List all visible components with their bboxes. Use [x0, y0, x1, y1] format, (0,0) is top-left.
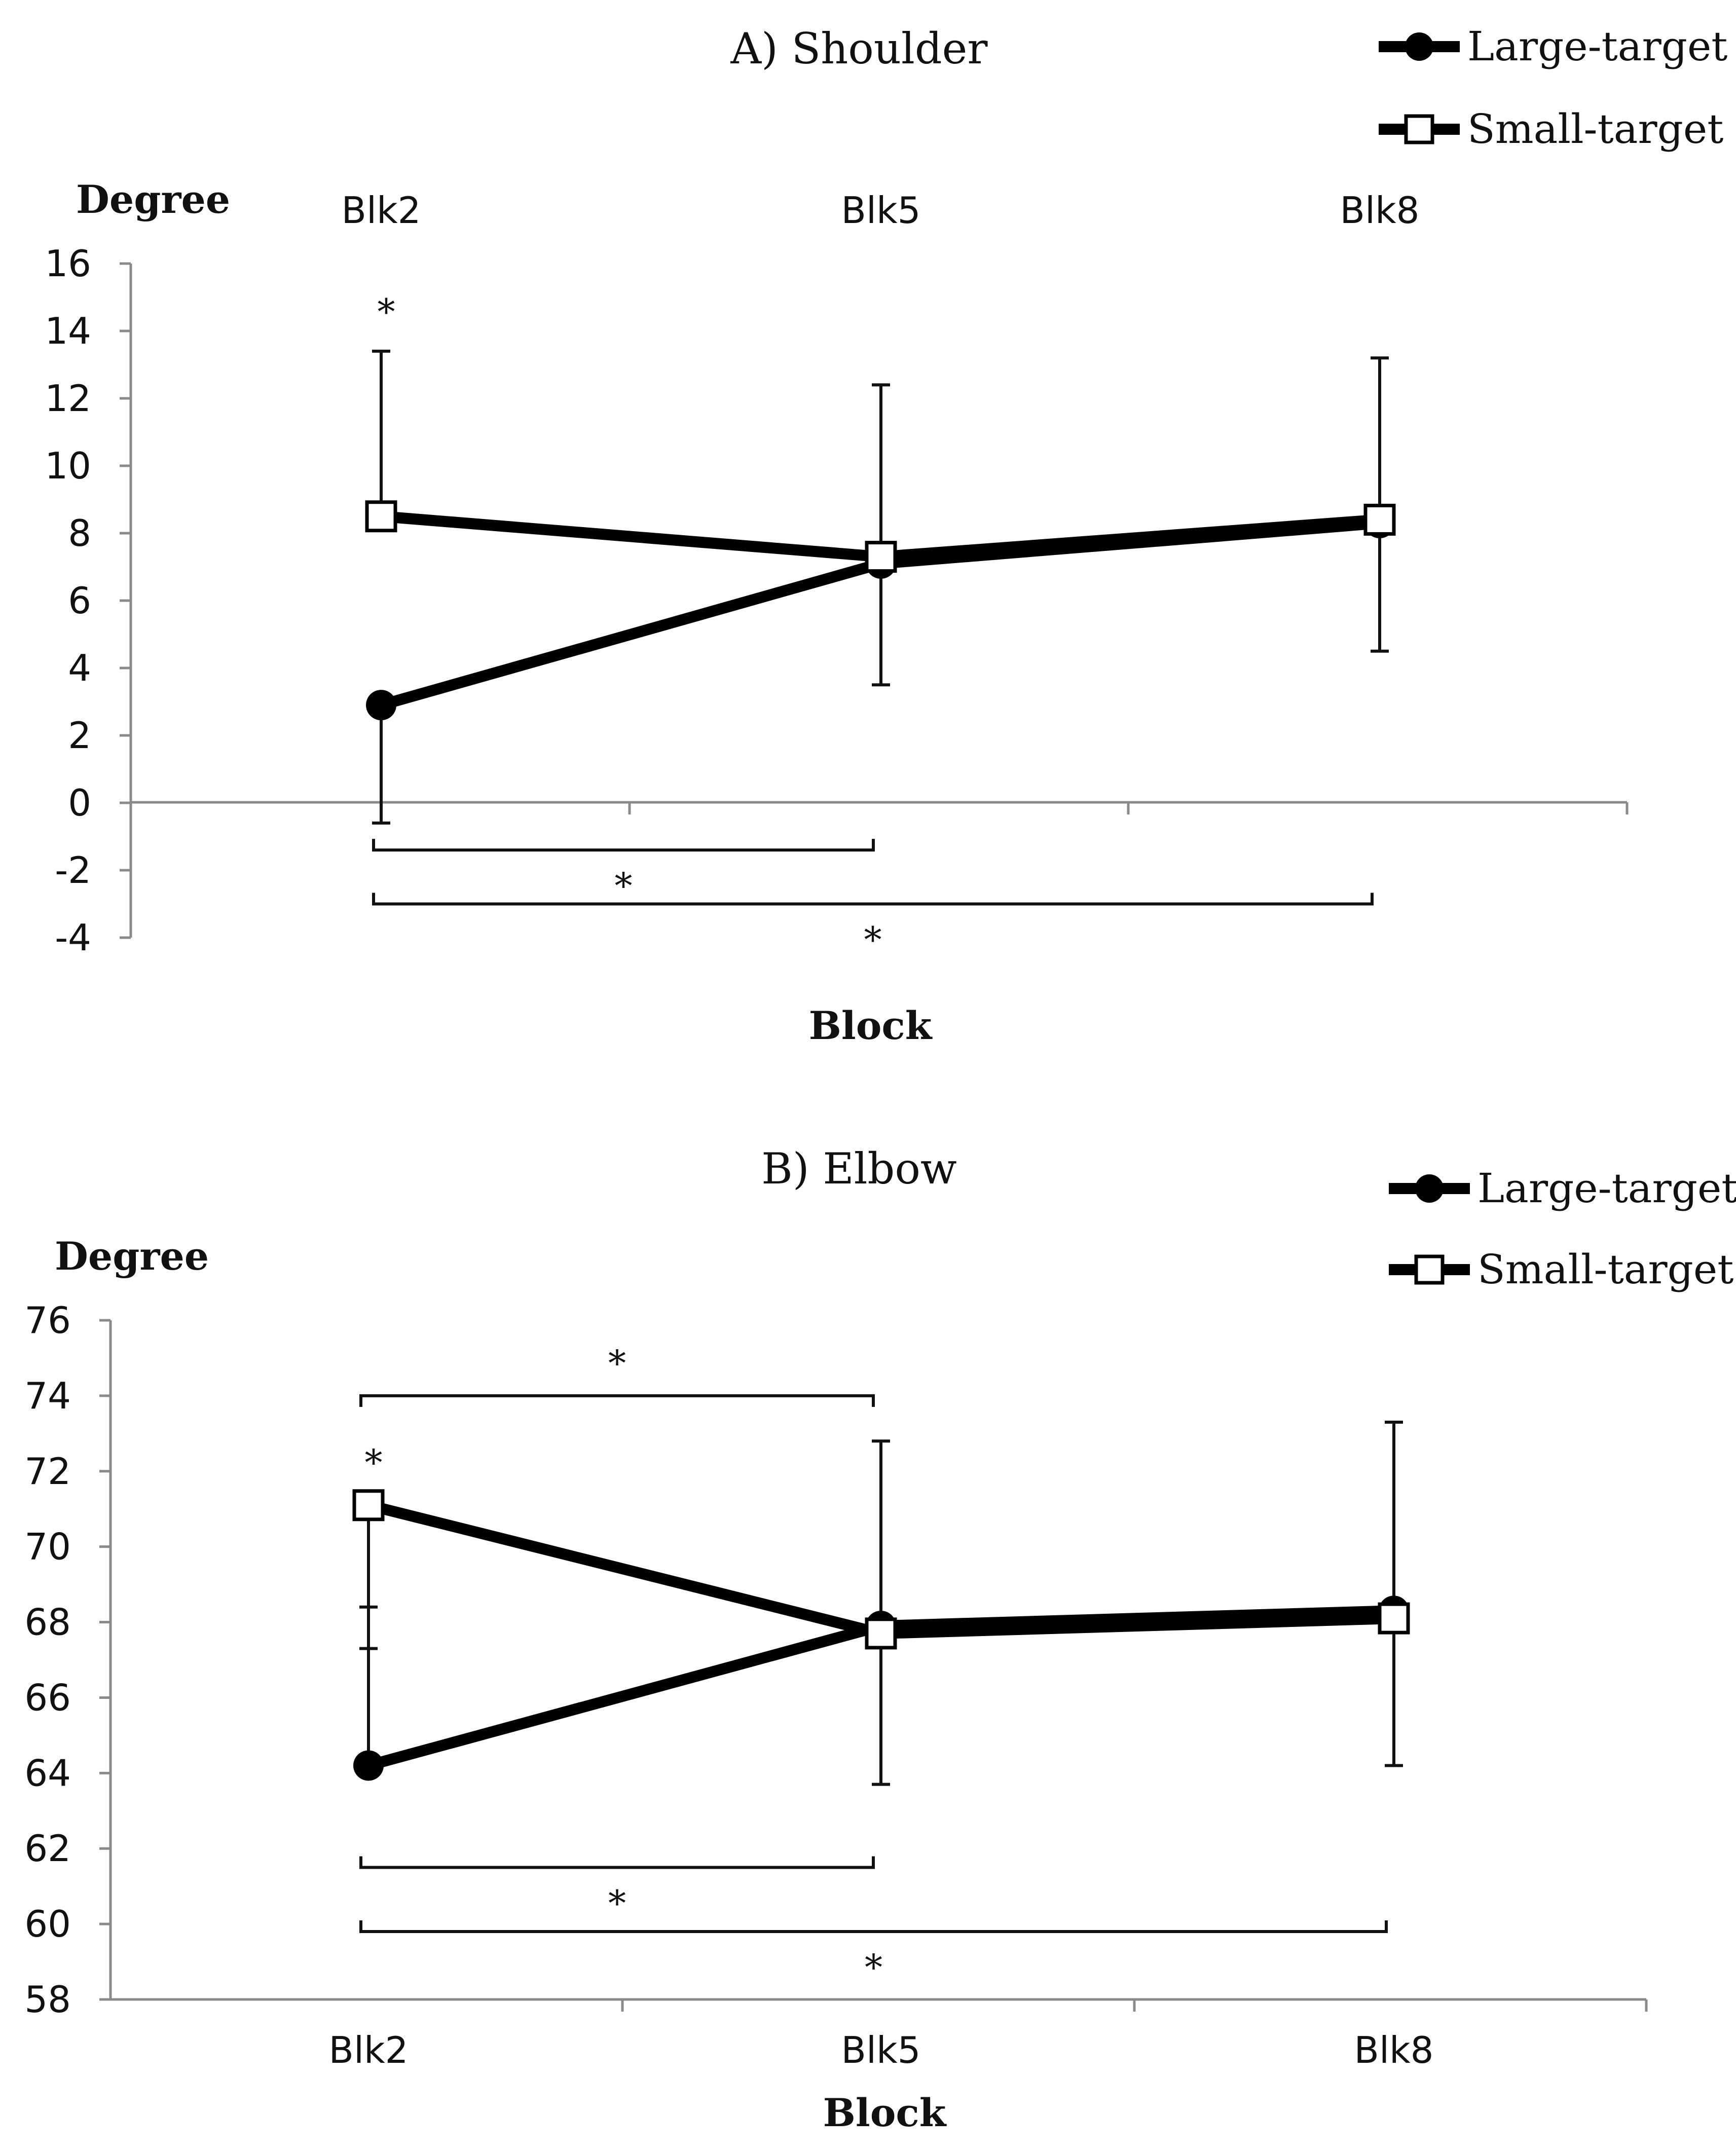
legend-marker-circle: [1405, 32, 1433, 61]
y-tick-label: 74: [24, 1375, 71, 1417]
significance-star: *: [365, 1442, 383, 1484]
y-tick-label: 64: [24, 1752, 71, 1794]
y-tick-label: 12: [45, 377, 91, 420]
significance-star: *: [608, 1343, 626, 1384]
y-tick-label: 2: [68, 714, 91, 757]
y-tick-label: -2: [55, 849, 91, 892]
category-label: Blk2: [342, 189, 421, 232]
y-tick-label: 72: [24, 1450, 71, 1493]
panel-a-plot: 16 14 12 10 8 6 4 2 0 -2 -4 Blk2 Blk5 Blk8 * * *: [45, 189, 1629, 961]
panel-a-title: A) Shoulder: [730, 24, 988, 73]
legend-marker-square: [1414, 1254, 1445, 1285]
y-tick-label: 76: [24, 1299, 71, 1342]
data-point-small-target: [352, 1489, 385, 1522]
data-point-small-target: [365, 500, 397, 533]
legend-label: Large-target: [1467, 23, 1727, 70]
y-tick-label: 60: [24, 1903, 71, 1945]
panel-b-legend: Large-target Small-target: [1389, 1165, 1736, 1293]
y-tick-label: -4: [55, 916, 91, 959]
significance-bracket: [359, 1920, 1388, 1933]
category-label: Blk5: [841, 189, 921, 232]
significance-bracket: [372, 893, 1374, 906]
legend-marker-square: [1404, 114, 1434, 144]
data-point-small-target: [865, 541, 897, 573]
significance-star: *: [608, 1882, 626, 1924]
y-tick-label: 6: [68, 579, 91, 622]
panel-a-xlabel: Block: [809, 1003, 933, 1048]
panel-a-legend: Large-target Small-target: [1379, 23, 1727, 153]
y-tick-label: 0: [68, 782, 91, 824]
significance-star: *: [615, 865, 633, 907]
legend-label: Small-target: [1478, 1246, 1733, 1293]
significance-star: *: [865, 1947, 882, 1988]
legend-label: Large-target: [1478, 1165, 1736, 1212]
data-point-small-target: [1378, 1602, 1410, 1635]
panel-b-title: B) Elbow: [761, 1144, 957, 1194]
legend-label: Small-target: [1467, 105, 1723, 153]
category-label: Blk8: [1340, 189, 1420, 232]
y-tick-label: 66: [24, 1676, 71, 1719]
significance-bracket: [359, 1856, 875, 1869]
category-label: Blk8: [1354, 2029, 1434, 2071]
category-label: Blk2: [329, 2029, 409, 2071]
y-tick-label: 58: [24, 1978, 71, 2021]
panel-b-xlabel: Block: [823, 2090, 947, 2135]
y-tick-label: 14: [45, 310, 91, 352]
y-tick-label: 4: [68, 647, 91, 689]
panel-b-ylabel: Degree: [55, 1234, 209, 1279]
panel-a-ylabel: Degree: [76, 177, 230, 222]
significance-star: *: [864, 919, 882, 961]
data-point-large-target: [366, 690, 396, 721]
y-tick-label: 62: [24, 1827, 71, 1870]
significance-bracket: [359, 1394, 875, 1407]
data-point-large-target: [353, 1750, 384, 1781]
y-tick-label: 10: [45, 444, 91, 487]
y-tick-label: 68: [24, 1601, 71, 1644]
legend-marker-circle: [1415, 1174, 1444, 1203]
y-tick-label: 16: [45, 242, 91, 285]
significance-bracket: [372, 839, 875, 852]
data-point-small-target: [1363, 503, 1396, 536]
data-point-small-target: [865, 1617, 897, 1650]
category-label: Blk5: [841, 2029, 921, 2071]
significance-star: *: [378, 291, 395, 333]
y-tick-label: 8: [68, 512, 91, 554]
y-tick-label: 70: [24, 1526, 71, 1568]
panel-b-plot: 76 74 72 70 68 66 64 62 60 58 Blk2 Blk5 Blk8 * * * *: [24, 1299, 1648, 2071]
